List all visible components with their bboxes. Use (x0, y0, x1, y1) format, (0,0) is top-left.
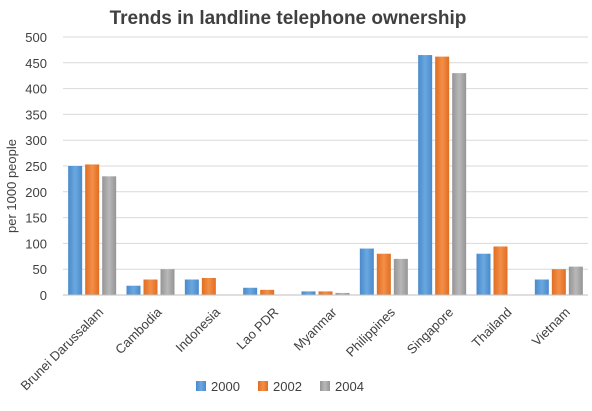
bar-2004-philippines (393, 258, 408, 295)
x-category-label: Thailand (469, 305, 515, 351)
x-category-label: Myanmar (291, 304, 340, 353)
x-category-label: Brunei Darussalam (18, 305, 107, 394)
bar-2004-brunei-darussalam (102, 176, 117, 295)
y-tick-label: 450 (25, 56, 47, 71)
bar-2002-vietnam (551, 269, 566, 295)
y-tick-label: 100 (25, 236, 47, 251)
legend-label: 2002 (273, 379, 302, 394)
y-tick-label: 250 (25, 159, 47, 174)
bar-2004-cambodia (160, 269, 175, 295)
bar-2004-singapore (452, 73, 467, 296)
y-tick-label: 500 (25, 30, 47, 45)
bar-2002-brunei-darussalam (85, 164, 100, 295)
legend-swatch-2002 (258, 381, 268, 391)
bar-2000-vietnam (534, 279, 549, 295)
y-tick-label: 150 (25, 211, 47, 226)
bar-2002-thailand (493, 246, 508, 295)
x-category-label: Indonesia (172, 304, 223, 355)
bar-2002-cambodia (143, 279, 158, 295)
legend-label: 2000 (211, 379, 240, 394)
y-tick-label: 0 (40, 288, 47, 303)
y-axis-ticks: 0 50 100 150 200 250 300 350 400 450 500 (25, 30, 47, 303)
x-category-label: Singapore (404, 305, 457, 358)
x-category-label: Lao PDR (233, 305, 281, 353)
bar-2000-indonesia (184, 279, 199, 295)
bar-2000-lao-pdr (243, 287, 258, 295)
bar-2002-lao-pdr (260, 289, 275, 295)
bar-2002-myanmar (318, 291, 333, 295)
chart-title: Trends in landline telephone ownership (110, 8, 467, 29)
y-tick-label: 300 (25, 133, 47, 148)
x-category-label: Cambodia (112, 304, 165, 357)
bar-2000-thailand (476, 253, 491, 295)
bar-2002-indonesia (201, 277, 216, 295)
bar-2004-myanmar (335, 292, 350, 295)
y-tick-label: 200 (25, 185, 47, 200)
bar-2000-singapore (418, 55, 433, 296)
legend-swatch-2000 (196, 381, 206, 391)
bar-2002-philippines (376, 253, 391, 295)
y-tick-label: 400 (25, 82, 47, 97)
legend-label: 2004 (335, 379, 364, 394)
x-category-label: Vietnam (529, 305, 573, 349)
bar-2002-singapore (435, 56, 450, 295)
x-category-label: Philippines (343, 304, 398, 359)
bar-2000-myanmar (301, 291, 316, 295)
bar-2000-philippines (359, 248, 374, 295)
bars (68, 55, 583, 296)
gridlines (63, 36, 588, 270)
y-tick-label: 350 (25, 107, 47, 122)
bar-2000-cambodia (126, 285, 141, 295)
y-tick-label: 50 (33, 262, 47, 277)
y-axis-label: per 1000 people (4, 139, 19, 233)
bar-2004-vietnam (568, 266, 583, 295)
legend-swatch-2004 (320, 381, 330, 391)
legend: 2000 2002 2004 (196, 379, 364, 394)
bar-2000-brunei-darussalam (68, 166, 83, 295)
